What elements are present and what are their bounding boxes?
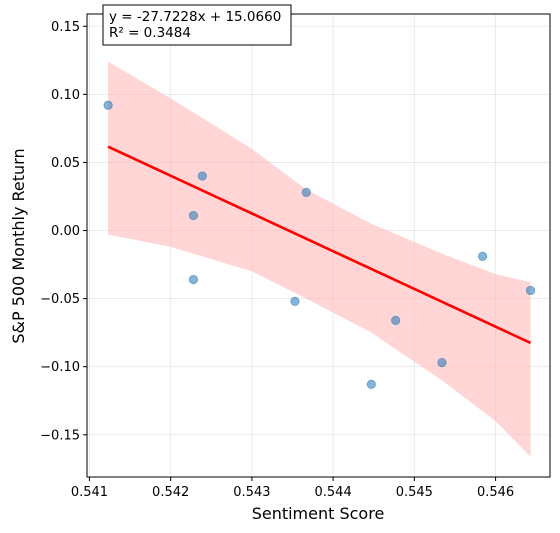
x-tick-label: 0.544 <box>315 485 352 500</box>
regression-line <box>107 145 532 345</box>
annotation-r-squared: R² = 0.3484 <box>109 25 191 41</box>
data-point <box>290 296 300 306</box>
y-tick-label: 0.15 <box>51 20 80 35</box>
equation-annotation: y = -27.7228x + 15.0660 R² = 0.3484 <box>102 4 292 46</box>
y-tick-label: −0.05 <box>40 292 80 307</box>
y-tick-label: 0.00 <box>51 224 80 239</box>
x-axis-title: Sentiment Score <box>252 504 385 523</box>
annotation-equation: y = -27.7228x + 15.0660 <box>109 9 281 25</box>
data-point <box>477 251 488 261</box>
plot-frame <box>86 13 551 478</box>
y-axis-ticks: −0.15 −0.10 −0.05 0.00 0.05 0.10 0.15 <box>40 20 87 443</box>
y-tick-label: −0.10 <box>40 360 80 375</box>
x-tick-label: 0.545 <box>396 485 433 500</box>
x-axis-ticks: 0.541 0.542 0.543 0.544 0.545 0.546 <box>71 477 514 500</box>
y-tick-label: 0.05 <box>51 156 80 171</box>
y-tick-label: 0.10 <box>51 88 80 103</box>
data-point <box>366 379 376 389</box>
x-tick-label: 0.541 <box>71 485 108 500</box>
data-point <box>525 285 536 296</box>
annotation-box <box>102 4 292 46</box>
x-tick-label: 0.542 <box>152 485 189 500</box>
x-tick-label: 0.543 <box>233 485 270 500</box>
y-tick-label: −0.15 <box>40 428 80 443</box>
y-axis-title: S&P 500 Monthly Return <box>9 148 28 343</box>
data-point <box>188 210 199 221</box>
data-point <box>103 100 113 110</box>
data-point <box>391 315 401 325</box>
confidence-band <box>108 61 531 457</box>
data-point <box>188 274 199 285</box>
data-point <box>437 358 447 368</box>
data-point <box>301 187 311 197</box>
data-point <box>197 171 207 181</box>
x-tick-label: 0.546 <box>477 485 514 500</box>
